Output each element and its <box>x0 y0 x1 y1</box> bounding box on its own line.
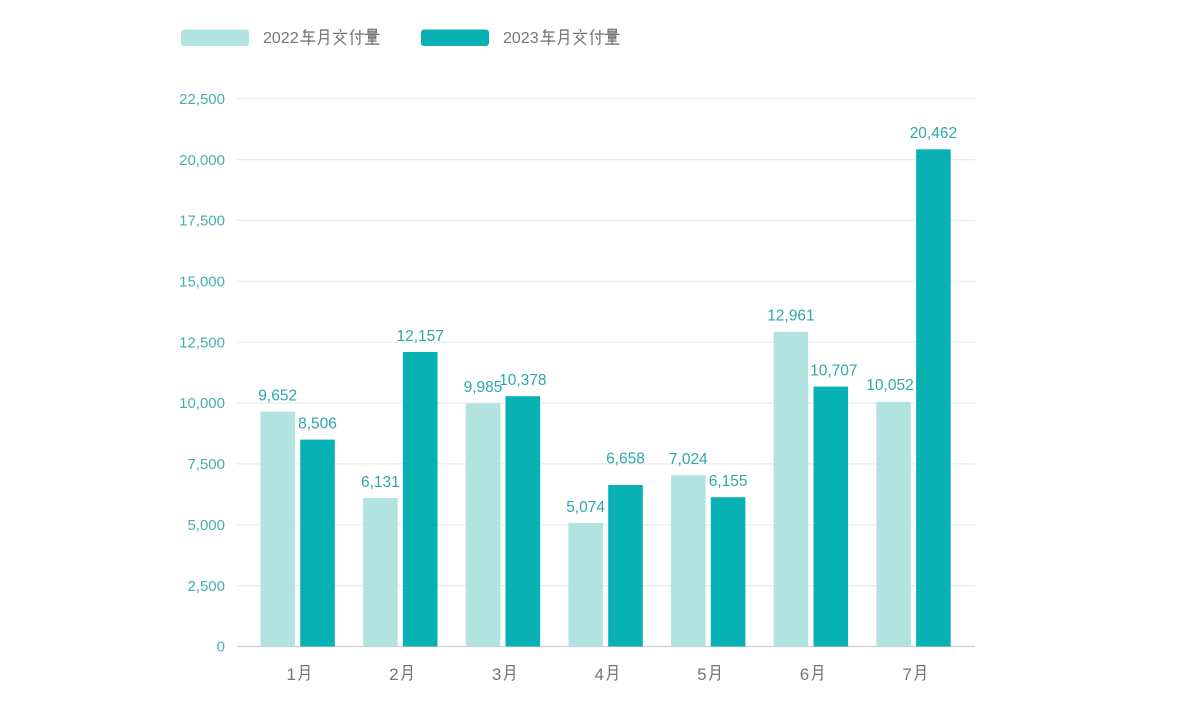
svg-text:10,378: 10,378 <box>499 372 546 389</box>
svg-text:20,000: 20,000 <box>179 152 225 169</box>
svg-text:6: 6 <box>800 665 809 684</box>
svg-text:0: 0 <box>217 639 225 656</box>
svg-text:2: 2 <box>389 665 398 684</box>
svg-text:7,024: 7,024 <box>669 451 708 468</box>
svg-text:12,157: 12,157 <box>396 328 443 345</box>
svg-text:20,462: 20,462 <box>910 125 957 142</box>
svg-text:2023: 2023 <box>503 30 539 47</box>
svg-text:17,500: 17,500 <box>179 213 225 230</box>
svg-text:6,131: 6,131 <box>361 474 400 491</box>
svg-text:9,985: 9,985 <box>464 379 503 396</box>
svg-text:22,500: 22,500 <box>179 91 225 108</box>
svg-text:2,500: 2,500 <box>187 578 225 595</box>
svg-text:6,155: 6,155 <box>709 473 748 490</box>
svg-text:5: 5 <box>697 665 706 684</box>
svg-text:10,707: 10,707 <box>810 362 857 379</box>
svg-text:7: 7 <box>902 665 911 684</box>
svg-text:8,506: 8,506 <box>298 415 337 432</box>
svg-text:5,000: 5,000 <box>187 517 225 534</box>
svg-text:4: 4 <box>595 665 604 684</box>
svg-text:10,052: 10,052 <box>866 377 913 394</box>
svg-text:15,000: 15,000 <box>179 274 225 291</box>
svg-text:5,074: 5,074 <box>566 499 605 516</box>
svg-text:2022: 2022 <box>263 30 299 47</box>
svg-text:10,000: 10,000 <box>179 395 225 412</box>
svg-text:9,652: 9,652 <box>258 387 297 404</box>
svg-text:3: 3 <box>492 665 501 684</box>
svg-text:1: 1 <box>287 665 296 684</box>
svg-text:12,500: 12,500 <box>179 334 225 351</box>
svg-text:12,961: 12,961 <box>767 308 814 325</box>
svg-text:7,500: 7,500 <box>187 456 225 473</box>
svg-text:6,658: 6,658 <box>606 451 645 468</box>
